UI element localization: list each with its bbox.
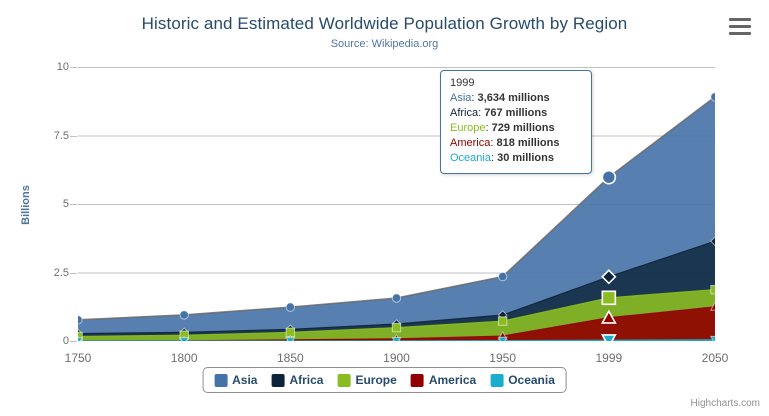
tooltip-separator: : xyxy=(471,92,478,104)
y-axis-tick-label: 0 xyxy=(62,335,69,347)
legend-item-america[interactable]: America xyxy=(410,373,477,387)
tooltip-separator: : xyxy=(485,122,492,134)
menu-bar-3 xyxy=(729,32,751,35)
legend-label: Oceania xyxy=(508,373,555,387)
tooltip-series-value: 729 millions xyxy=(491,122,555,134)
data-point-oceania-1900[interactable] xyxy=(391,336,402,341)
area-series-america[interactable] xyxy=(78,306,715,341)
legend-label: Asia xyxy=(232,373,258,387)
y-axis-title: Billions xyxy=(20,185,32,225)
y-axis-tick-mark xyxy=(70,341,77,342)
tooltip-row-asia: Asia: 3,634 millions xyxy=(450,91,583,106)
plot-area[interactable]: Billions 0 2.5 5 7.5 10 1750 1800 1850 1900 1950… xyxy=(20,61,728,365)
tooltip-series-name: Europe xyxy=(450,122,486,134)
data-point-africa-2050[interactable] xyxy=(710,236,715,247)
x-axis-tick-label: 1800 xyxy=(170,351,198,365)
legend-item-oceania[interactable]: Oceania xyxy=(490,373,555,387)
x-axis-tick-label: 1850 xyxy=(276,351,304,365)
y-axis-tick-mark xyxy=(70,135,77,137)
tooltip-header: 1999 xyxy=(450,77,475,89)
legend-swatch-icon xyxy=(410,373,424,387)
x-axis-tick-label: 1750 xyxy=(64,351,92,365)
data-point-asia-1800[interactable] xyxy=(179,310,189,320)
chart-svg xyxy=(78,67,715,341)
data-point-asia-1750[interactable] xyxy=(78,315,83,325)
legend-item-europe[interactable]: Europe xyxy=(337,373,397,387)
tooltip-series-name: America xyxy=(450,137,491,149)
y-axis-tick-label: 2.5 xyxy=(53,266,69,279)
tooltip-series-value: 818 millions xyxy=(496,137,560,149)
data-point-asia-1999[interactable] xyxy=(601,169,617,185)
data-point-asia-1900[interactable] xyxy=(391,293,402,303)
x-axis-tick-label: 1900 xyxy=(383,351,410,365)
tooltip-separator: : xyxy=(490,152,498,164)
data-point-oceania-1750[interactable] xyxy=(78,337,84,341)
legend-item-asia[interactable]: Asia xyxy=(214,373,257,387)
y-axis-tick-mark xyxy=(70,272,77,274)
x-axis-tick-label: 2050 xyxy=(701,351,729,365)
data-point-asia-1950[interactable] xyxy=(497,271,508,282)
data-point-oceania-1850[interactable] xyxy=(285,337,296,341)
x-axis-tick-label: 1999 xyxy=(595,351,623,365)
data-point-africa-1999[interactable] xyxy=(601,269,617,285)
legend-swatch-icon xyxy=(490,373,504,387)
legend-swatch-icon xyxy=(214,373,228,387)
y-axis-tick-label: 5 xyxy=(62,198,69,210)
data-point-oceania-1800[interactable] xyxy=(179,337,190,341)
tooltip-series-value: 3,634 millions xyxy=(477,92,550,104)
data-point-asia-1850[interactable] xyxy=(285,302,296,312)
tooltip-series-name: Africa xyxy=(450,107,479,119)
tooltip-series-name: Asia xyxy=(450,92,472,104)
data-point-oceania-1950[interactable] xyxy=(497,336,508,341)
tooltip-series-name: Oceania xyxy=(450,152,491,164)
hamburger-menu-icon[interactable] xyxy=(729,18,751,35)
x-axis-tick-label: 1950 xyxy=(489,351,517,365)
legend-label: Africa xyxy=(289,373,324,387)
legend-swatch-icon xyxy=(337,373,351,387)
data-point-europe-1999[interactable] xyxy=(601,290,617,306)
data-point-america-2050[interactable] xyxy=(709,301,715,311)
data-point-america-1999[interactable] xyxy=(600,309,617,324)
chart-subtitle: Source: Wikipedia.org xyxy=(330,38,439,50)
tooltip-row-america: America: 818 millions xyxy=(450,136,583,151)
data-point-oceania-2050[interactable] xyxy=(709,335,715,341)
credits-link[interactable]: Highcharts.com xyxy=(690,398,760,409)
data-point-europe-1900[interactable] xyxy=(391,322,402,333)
y-axis-tick-label: 7.5 xyxy=(53,129,69,142)
tooltip-row-oceania: Oceania: 30 millions xyxy=(450,151,583,166)
tooltip: 1999 Asia: 3,634 millions Africa: 767 mil… xyxy=(440,70,592,174)
data-point-oceania-1999[interactable] xyxy=(600,334,617,341)
y-axis-tick-mark xyxy=(70,67,77,68)
tooltip-row-africa: Africa: 767 millions xyxy=(450,106,583,121)
legend-label: America xyxy=(428,373,477,387)
tooltip-separator: : xyxy=(490,137,497,149)
y-axis-tick-label: 10 xyxy=(56,61,69,73)
menu-bar-1 xyxy=(729,18,751,21)
chart-legend: Asia Africa Europe America Oceania xyxy=(202,367,567,393)
legend-swatch-icon xyxy=(271,373,285,387)
tooltip-series-value: 30 millions xyxy=(497,152,554,164)
area-series-asia[interactable] xyxy=(78,96,715,341)
menu-bar-2 xyxy=(729,25,751,28)
tooltip-separator: : xyxy=(478,107,485,119)
tooltip-row-europe: Europe: 729 millions xyxy=(450,121,583,136)
data-point-europe-2050[interactable] xyxy=(710,284,715,295)
chart-title: Historic and Estimated Worldwide Populat… xyxy=(141,14,628,33)
legend-label: Europe xyxy=(355,373,397,387)
legend-item-africa[interactable]: Africa xyxy=(271,373,323,387)
data-point-europe-1750[interactable] xyxy=(78,331,83,341)
tooltip-rows: Asia: 3,634 millions Africa: 767 millions… xyxy=(450,91,583,166)
data-point-europe-1950[interactable] xyxy=(497,316,508,326)
y-axis-tick-mark xyxy=(70,204,77,205)
data-point-asia-2050[interactable] xyxy=(710,92,715,102)
tooltip-series-value: 767 millions xyxy=(484,107,548,119)
